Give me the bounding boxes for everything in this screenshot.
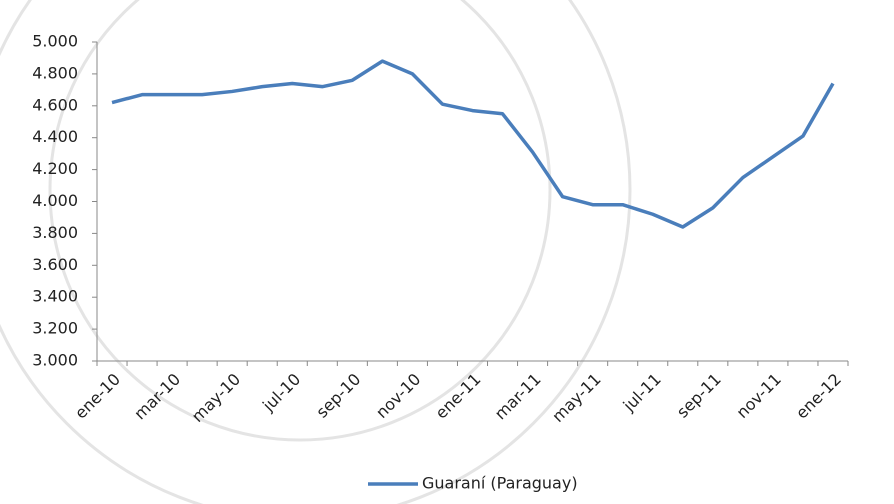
x-tick-label: mar-11 [491, 370, 545, 424]
y-tick-label: 4.800 [32, 63, 78, 82]
x-tick-label: sep-10 [312, 370, 364, 422]
y-tick-label: 4.400 [32, 127, 78, 146]
x-tick-label: nov-11 [733, 370, 785, 422]
x-tick-label: mar-10 [130, 370, 184, 424]
y-tick-label: 4.200 [32, 159, 78, 178]
y-tick-label: 3.600 [32, 255, 78, 274]
line [112, 61, 833, 227]
page: 3.000 3.200 3.400 3.600 3.800 4.000 4.200 4.400… [0, 0, 894, 504]
y-tick-label: 3.000 [32, 351, 78, 370]
x-tick-label: ene-10 [71, 370, 124, 423]
y-tick-label: 3.400 [32, 287, 78, 306]
legend-label: Guaraní (Paraguay) [422, 474, 578, 493]
watermark [0, 0, 630, 504]
y-tick-label: 3.800 [32, 223, 78, 242]
x-tick-label: sep-11 [673, 370, 725, 422]
x-tick-label: jul-11 [619, 370, 665, 416]
x-tick-label: may-10 [188, 370, 244, 426]
x-tick-label: nov-10 [372, 370, 424, 422]
y-tick-label: 5.000 [32, 32, 78, 51]
y-tick-label: 4.600 [32, 95, 78, 114]
y-tick-label: 3.200 [32, 319, 78, 338]
chart: 3.000 3.200 3.400 3.600 3.800 4.000 4.200 4.400… [0, 0, 894, 504]
x-tick-label: ene-12 [792, 370, 845, 423]
x-tick-label: jul-10 [258, 370, 304, 416]
y-tick-label: 4.000 [32, 191, 78, 210]
